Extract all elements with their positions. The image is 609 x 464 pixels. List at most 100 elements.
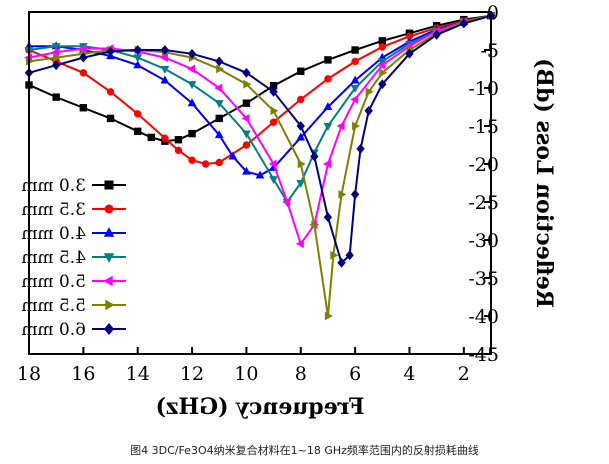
data-point: [323, 212, 333, 223]
data-point: [378, 43, 386, 51]
data-point: [242, 166, 251, 175]
data-point: [269, 118, 278, 126]
data-point: [187, 98, 197, 107]
data-point: [106, 46, 115, 57]
x-axis-title: Frequency (GHz): [156, 394, 365, 420]
legend-label: 4.0 mm: [21, 224, 86, 244]
data-point: [311, 220, 320, 230]
data-point: [352, 121, 360, 131]
legend-label: 3.5 mm: [21, 200, 86, 220]
data-point: [106, 88, 115, 96]
data-point: [188, 156, 196, 164]
data-point: [364, 105, 373, 116]
chart-mirror-group: 2 4 6 8 10 12 14 16 18 0 -5 -10 -15 -20 -25 -30 -35 -40 -4…: [17, 2, 557, 420]
data-point: [161, 134, 169, 142]
data-point: [269, 176, 278, 185]
legend: 3.0 mm 3.5 mm 4.0 mm 4.5 mm 5.0 mm 5.5 mm 6.0 …: [21, 176, 126, 340]
data-point: [133, 54, 143, 63]
data-point: [324, 311, 333, 321]
y-tick-label: -20: [468, 154, 499, 176]
data-point: [268, 159, 277, 169]
legend-entry: 5.0 mm: [21, 272, 126, 292]
data-point: [432, 29, 441, 40]
data-point: [295, 239, 304, 249]
x-tick-label: 4: [403, 363, 415, 385]
data-point: [214, 130, 224, 139]
data-point: [51, 47, 60, 57]
x-tick-label: 12: [180, 363, 204, 385]
x-tick-label: 8: [295, 363, 307, 385]
y-tick-label: -5: [480, 40, 499, 62]
x-tick-label: 18: [17, 363, 41, 385]
data-point: [310, 151, 319, 162]
data-point: [134, 110, 142, 118]
data-point: [350, 75, 360, 84]
legend-entry: 3.0 mm: [21, 176, 126, 196]
y-tick-label: -10: [468, 78, 499, 100]
data-point: [201, 160, 210, 168]
data-point: [350, 84, 360, 93]
legend-marker: [103, 323, 115, 335]
legend-marker: [103, 275, 113, 287]
series-5: [24, 11, 495, 249]
data-point: [79, 104, 88, 112]
legend-marker: [103, 227, 115, 237]
data-point: [160, 65, 170, 74]
x-tick-label: 2: [458, 363, 470, 385]
legend-entry: 4.5 mm: [21, 248, 126, 268]
data-point: [147, 133, 155, 142]
data-point: [53, 53, 62, 62]
y-tick-label: -35: [468, 268, 499, 290]
series-layer: [24, 10, 496, 321]
data-point: [242, 67, 251, 78]
data-point: [79, 52, 88, 63]
data-point: [405, 48, 414, 59]
data-point: [297, 95, 305, 104]
data-point: [215, 56, 224, 67]
y-tick-label: -15: [468, 116, 499, 138]
data-point: [215, 114, 223, 123]
data-point: [351, 57, 359, 66]
data-point: [269, 86, 278, 97]
data-point: [133, 45, 142, 55]
data-point: [297, 67, 305, 75]
data-point: [214, 100, 224, 109]
data-point: [160, 75, 170, 84]
data-point: [160, 45, 170, 55]
data-point: [270, 106, 279, 116]
data-point: [187, 64, 196, 74]
data-point: [377, 60, 386, 70]
data-point: [228, 151, 238, 160]
data-point: [78, 44, 87, 53]
data-point: [215, 158, 223, 167]
data-point: [187, 48, 197, 59]
data-point: [338, 190, 347, 199]
data-point: [52, 60, 61, 71]
data-point: [133, 60, 143, 69]
data-point: [79, 69, 88, 77]
data-point: [323, 159, 332, 169]
data-point: [351, 46, 359, 54]
data-point: [296, 121, 305, 131]
x-tick-label: 10: [234, 363, 258, 385]
y-tick-label: -45: [468, 344, 499, 366]
data-point: [242, 141, 251, 149]
legend-entry: 4.0 mm: [21, 224, 126, 244]
data-point: [337, 257, 346, 268]
data-point: [282, 197, 291, 207]
legend-label: 5.5 mm: [21, 296, 86, 316]
legend-entry: 5.5 mm: [21, 296, 126, 316]
legend-marker: [104, 180, 114, 190]
y-tick-label: -25: [468, 192, 499, 214]
legend-entry: 6.0 mm: [21, 320, 126, 340]
data-point: [336, 121, 345, 131]
data-point: [52, 93, 60, 101]
data-point: [324, 56, 332, 64]
x-tick-label: 14: [126, 363, 150, 385]
data-point: [174, 146, 183, 155]
legend-label: 3.0 mm: [21, 176, 86, 196]
figure-caption: 图4 3DC/Fe3O4纳米复合材料在1~18 GHz频率范围内的反射损耗曲线: [130, 444, 479, 457]
data-point: [330, 250, 339, 260]
data-point: [134, 127, 142, 136]
data-point: [324, 75, 332, 83]
